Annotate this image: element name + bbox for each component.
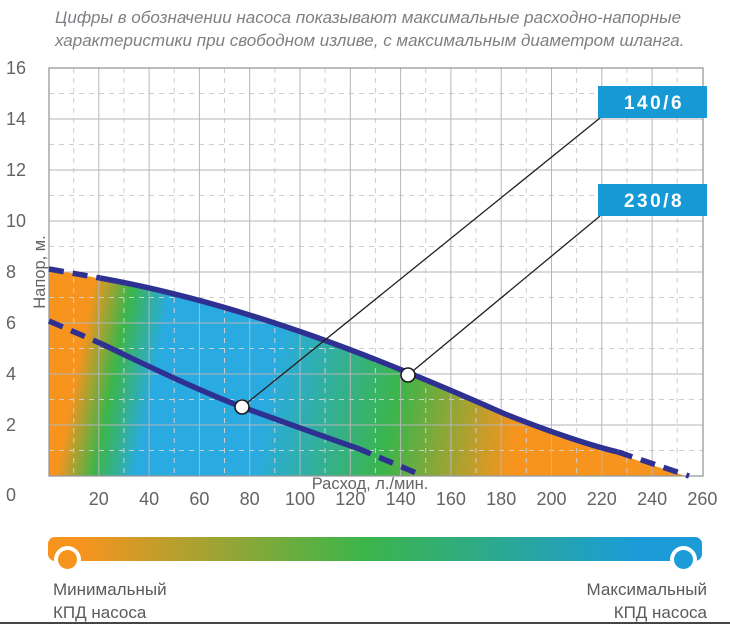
y-tick-label: 16 <box>6 58 26 78</box>
max-efficiency-dot <box>670 546 697 573</box>
callout-box-140-6 <box>598 86 707 118</box>
callout-label-230-8: 230/8 <box>624 191 684 212</box>
y-tick-label: 12 <box>6 160 26 180</box>
callout-line-230-8 <box>407 215 601 376</box>
bep-dot-230-8 <box>400 367 416 383</box>
y-tick-label: 8 <box>6 262 16 282</box>
x-tick-label: 140 <box>386 489 416 509</box>
efficiency-legend-bar <box>48 537 702 561</box>
y-axis-title: Напор, м. <box>31 235 49 308</box>
y-tick-label: 10 <box>6 211 26 231</box>
bottom-window-edge <box>0 622 730 624</box>
y-tick-label: 6 <box>6 313 16 333</box>
max-efficiency-label: Максимальный КПД насоса <box>586 580 707 622</box>
x-tick-label: 160 <box>436 489 466 509</box>
x-tick-label: 100 <box>285 489 315 509</box>
callout-label-140-6: 140/6 <box>624 93 684 114</box>
curve-230-8-head-dashed <box>48 266 101 281</box>
x-tick-label: 240 <box>637 489 667 509</box>
chart-note: Цифры в обозначении насоса показывают ма… <box>55 8 685 51</box>
x-tick-label: 40 <box>139 489 159 509</box>
y-tick-label: 2 <box>6 415 16 435</box>
curve-140-6-head-dashed <box>47 318 104 347</box>
min-efficiency-dot-fill <box>58 550 77 569</box>
x-tick-label: 80 <box>240 489 260 509</box>
callout-line-140-6 <box>241 117 601 408</box>
min-efficiency-label: Минимальный КПД насоса <box>53 580 167 622</box>
x-tick-label: 220 <box>587 489 617 509</box>
x-tick-label: 260 <box>687 489 717 509</box>
y-tick-label: 0 <box>6 485 16 505</box>
x-tick-label: 180 <box>486 489 516 509</box>
curve-230-8-tail-dashed <box>617 449 690 479</box>
plot-border <box>48 67 704 477</box>
curve-140-6-tail-dashed <box>355 445 423 478</box>
curve-230-8-solid <box>99 275 619 455</box>
x-tick-label: 120 <box>335 489 365 509</box>
x-tick-label: 200 <box>536 489 566 509</box>
x-tick-label: 60 <box>189 489 209 509</box>
y-tick-label: 14 <box>6 109 26 129</box>
min-efficiency-dot <box>54 546 81 573</box>
flow-head-chart: 140/6 230/8 Напор, м. 16 14 12 10 8 6 4 … <box>6 58 717 509</box>
y-tick-label: 4 <box>6 364 16 384</box>
x-axis-title: Расход, л./мин. <box>312 475 429 493</box>
x-tick-label: 20 <box>89 489 109 509</box>
callout-box-230-8 <box>598 184 707 216</box>
max-efficiency-dot-fill <box>674 550 693 569</box>
bep-dot-140-6 <box>234 399 250 415</box>
